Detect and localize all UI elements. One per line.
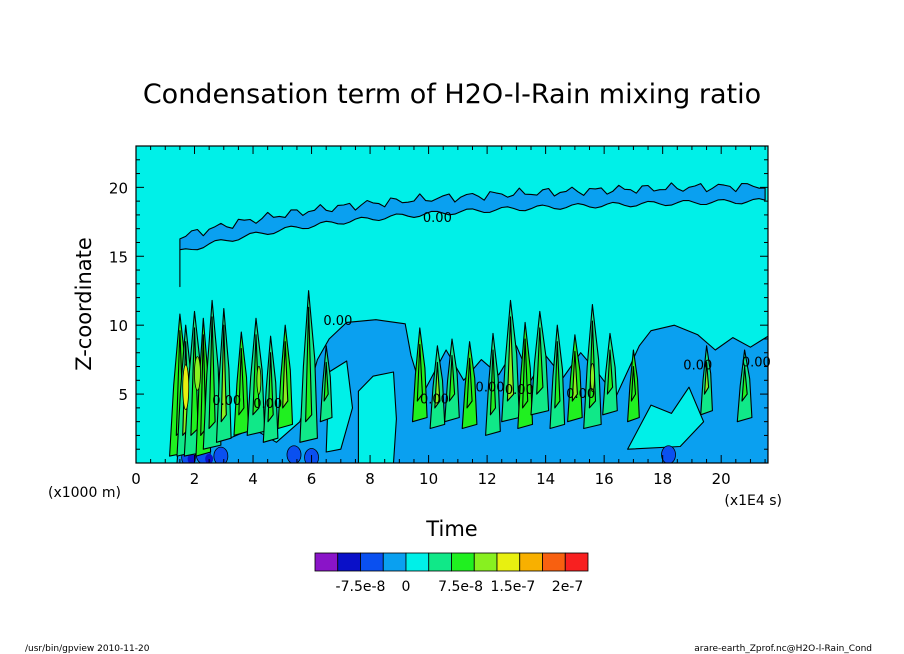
plume-core <box>208 316 216 430</box>
plume-core <box>703 361 710 395</box>
colorbar-swatch <box>314 552 339 572</box>
plume-core <box>238 348 245 416</box>
contour-label: 0.00 <box>253 397 282 412</box>
colorbar <box>314 552 589 572</box>
contour-label: 0.00 <box>683 358 712 373</box>
plume-core <box>536 327 544 395</box>
footer-left: /usr/bin/gpview 2010-11-20 <box>25 644 150 654</box>
x-tick-label: 20 <box>712 470 731 488</box>
upper-negative-band <box>179 182 766 288</box>
plume-core <box>416 343 423 402</box>
plume-core <box>630 365 637 402</box>
plume-core <box>506 316 515 402</box>
x-tick-label: 0 <box>131 470 141 488</box>
x-axis-ticks: 0 2 4 6 8 10 12 14 16 18 20 <box>131 146 766 488</box>
plume-core <box>741 365 748 402</box>
plume-core <box>606 349 614 395</box>
negative-core <box>661 445 676 463</box>
plume-peak <box>256 365 262 395</box>
plot-frame <box>135 145 769 464</box>
plume-core <box>305 306 313 423</box>
colorbar-label: 1.5e-7 <box>491 579 536 595</box>
colorbar-swatch <box>405 552 430 572</box>
colorbar-label: -7.5e-8 <box>336 579 386 595</box>
colorbar-label: 7.5e-8 <box>438 579 483 595</box>
contour-label: 0.00 <box>323 314 352 329</box>
contour-label: 0.00 <box>420 393 449 408</box>
colorbar-swatch <box>382 552 407 572</box>
negative-core <box>286 445 302 463</box>
contour-label: 0.00 <box>476 380 505 395</box>
plume-core <box>522 338 529 409</box>
contour-bands <box>136 182 768 463</box>
colorbar-swatch <box>473 552 498 572</box>
negative-core <box>205 453 214 463</box>
colorbar-swatch <box>564 552 589 572</box>
plot-area <box>136 146 768 463</box>
chart-title: Condensation term of H2O-l-Rain mixing r… <box>143 79 761 110</box>
plume-core <box>434 361 441 409</box>
plume-core <box>571 350 578 402</box>
colorbar-label: 2e-7 <box>552 579 583 595</box>
colorbar-swatch <box>542 552 566 572</box>
plume-core <box>220 324 227 423</box>
colorbar-swatch <box>496 552 521 572</box>
x-tick-label: 6 <box>307 470 317 488</box>
x-tick-label: 14 <box>536 470 555 488</box>
negative-core <box>187 453 196 463</box>
x-tick-label: 18 <box>653 470 672 488</box>
contour-label: 0.00 <box>742 356 771 371</box>
plume-core <box>282 341 289 409</box>
colorbar-swatch <box>428 552 452 572</box>
contour-labels: 0.000.000.00 0.00 0.000.00 0.00 0.000.00 0.00 <box>212 211 771 412</box>
footer-right: arare-earth_Zprof.nc@H2O-l-Rain_Cond <box>694 644 872 654</box>
contour-label: 0.00 <box>423 211 452 226</box>
x-tick-label: 8 <box>365 470 375 488</box>
plume-core <box>323 361 329 402</box>
plume-core <box>554 341 561 409</box>
y-axis-ticks: 5 10 15 20 <box>109 159 768 450</box>
colorbar-labels: -7.5e-8 0 7.5e-8 1.5e-7 2e-7 <box>336 579 584 595</box>
plume-core <box>489 349 497 416</box>
x-tick-label: 12 <box>478 470 497 488</box>
colorbar-swatch <box>360 552 384 572</box>
x-unit-label: (x1E4 s) <box>724 493 782 509</box>
y-unit-label: (x1000 m) <box>48 485 121 501</box>
zero-pocket <box>357 371 397 463</box>
x-axis-label: Time <box>425 517 477 541</box>
x-tick-label: 2 <box>190 470 200 488</box>
y-tick-label: 15 <box>109 248 128 266</box>
plume-core <box>448 354 456 402</box>
zero-pocket <box>627 386 705 450</box>
plume-core <box>466 357 473 409</box>
x-tick-label: 4 <box>248 470 258 488</box>
contour-label: 0.00 <box>505 383 534 398</box>
y-tick-label: 10 <box>109 317 128 335</box>
negative-core <box>213 446 229 463</box>
x-tick-label: 10 <box>419 470 438 488</box>
colorbar-label: 0 <box>402 579 411 595</box>
contour-label: 0.00 <box>212 394 241 409</box>
colorbar-swatch <box>337 552 361 572</box>
y-axis-label: Z-coordinate <box>72 237 96 371</box>
x-tick-label: 16 <box>595 470 614 488</box>
plume-peak <box>194 356 201 391</box>
contour-label: 0.00 <box>566 387 595 402</box>
plume-core <box>267 352 274 423</box>
colorbar-swatch <box>519 552 543 572</box>
y-tick-label: 5 <box>118 386 128 404</box>
colorbar-swatch <box>451 552 475 572</box>
plume-peak <box>182 364 190 410</box>
y-tick-label: 20 <box>109 179 128 197</box>
plume-peak <box>590 363 595 392</box>
